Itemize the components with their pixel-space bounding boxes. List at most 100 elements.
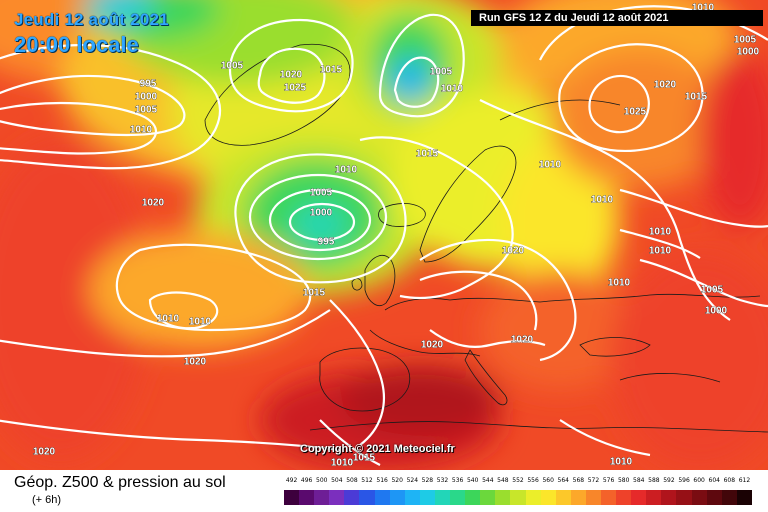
scale-label: 520 bbox=[391, 477, 403, 484]
legend-title: Géop. Z500 & pression au sol bbox=[14, 474, 226, 491]
scale-label: 524 bbox=[406, 477, 419, 484]
scale-label: 548 bbox=[497, 477, 509, 484]
isobar-label: 1015 bbox=[416, 149, 439, 160]
scale-swatch bbox=[585, 490, 601, 505]
isobar-label: 1010 bbox=[692, 3, 715, 14]
isobar-label: 1010 bbox=[441, 84, 464, 95]
scale-label: 540 bbox=[466, 477, 479, 484]
scale-swatch bbox=[706, 490, 722, 505]
color-scale-bar bbox=[284, 490, 752, 505]
scale-label: 552 bbox=[512, 477, 524, 484]
scale-swatch bbox=[555, 490, 571, 505]
isobar-label: 1010 bbox=[130, 125, 153, 136]
scale-swatch bbox=[691, 490, 707, 505]
scale-swatch bbox=[299, 490, 315, 505]
scale-label: 492 bbox=[285, 477, 298, 484]
scale-label: 564 bbox=[557, 477, 569, 484]
scale-label: 556 bbox=[527, 477, 539, 484]
legend-subtitle: (+ 6h) bbox=[32, 494, 62, 506]
scale-label: 516 bbox=[376, 477, 388, 484]
isobar-label: 1015 bbox=[353, 453, 376, 464]
copyright-notice: Copyright © 2021 Meteociel.fr bbox=[300, 443, 455, 455]
isobar-label: 1010 bbox=[539, 160, 562, 171]
isobar-label: 1025 bbox=[624, 107, 647, 118]
isobar-label: 1020 bbox=[654, 80, 677, 91]
isobar-labels: 1005 995 1000 1005 1010 1020 1020 1025 1015 1005 1… bbox=[33, 2, 760, 469]
isobar-label: 1005 bbox=[701, 285, 724, 296]
isobar-label: 1000 bbox=[705, 306, 728, 317]
scale-swatch bbox=[465, 490, 481, 505]
scale-label: 588 bbox=[648, 477, 660, 484]
scale-swatch bbox=[284, 490, 300, 505]
isobar-label: 1020 bbox=[280, 70, 303, 81]
scale-swatch bbox=[510, 490, 526, 505]
scale-swatch bbox=[434, 490, 451, 505]
isobar-label: 1005 bbox=[310, 188, 333, 199]
scale-label: 500 bbox=[316, 477, 328, 484]
scale-label: 612 bbox=[738, 477, 751, 484]
isobar-label: 1015 bbox=[303, 288, 326, 299]
isobar-label: 1015 bbox=[320, 65, 343, 76]
scale-label: 600 bbox=[693, 477, 705, 484]
scale-swatch bbox=[314, 490, 330, 505]
scale-label: 576 bbox=[602, 477, 615, 484]
scale-label: 496 bbox=[300, 477, 313, 484]
scale-label: 544 bbox=[482, 477, 494, 484]
geopotential-map: 1005 995 1000 1005 1010 1020 1020 1025 1015 1005 1… bbox=[0, 0, 768, 470]
model-run-info: Run GFS 12 Z du Jeudi 12 août 2021 bbox=[471, 10, 763, 26]
scale-swatch bbox=[676, 490, 692, 505]
scale-swatch bbox=[404, 490, 420, 505]
color-scale-labels: 492 496 500 504 508 512 516 520 524 528 532 536 540 5… bbox=[280, 477, 754, 487]
scale-swatch bbox=[450, 490, 466, 505]
scale-label: 512 bbox=[361, 477, 373, 484]
scale-label: 532 bbox=[436, 477, 449, 484]
isobar-label: 1000 bbox=[135, 92, 158, 103]
isobar-label: 1020 bbox=[502, 246, 525, 257]
scale-label: 572 bbox=[587, 477, 600, 484]
scale-swatch bbox=[329, 490, 345, 505]
scale-label: 580 bbox=[617, 477, 630, 484]
isobar-label: 1010 bbox=[610, 457, 633, 468]
scale-label: 604 bbox=[708, 477, 720, 484]
scale-swatch bbox=[736, 490, 752, 505]
scale-label: 508 bbox=[346, 477, 358, 484]
isobar-label: 1000 bbox=[310, 208, 333, 219]
isobar-label: 1010 bbox=[331, 458, 354, 469]
isobar-label: 1005 bbox=[221, 61, 244, 72]
isobar-label: 1010 bbox=[608, 278, 631, 289]
isobar-label: 1010 bbox=[649, 227, 672, 238]
isobar-label: 1010 bbox=[157, 314, 180, 325]
scale-swatch bbox=[359, 490, 375, 505]
isobar-label: 1020 bbox=[184, 357, 207, 368]
isobar-label: 1020 bbox=[142, 198, 165, 209]
isobar-label: 1005 bbox=[135, 105, 158, 116]
scale-swatch bbox=[374, 490, 390, 505]
coastlines-sharp bbox=[204, 43, 768, 433]
isobar-label: 1020 bbox=[511, 335, 534, 346]
isobar-label: 1010 bbox=[189, 317, 212, 328]
forecast-local-time: 20:00 locale bbox=[14, 32, 139, 57]
scale-label: 596 bbox=[678, 477, 690, 484]
scale-swatch bbox=[570, 490, 586, 505]
scale-swatch bbox=[600, 490, 617, 505]
isobar-label: 1010 bbox=[591, 195, 614, 206]
geopotential-field bbox=[0, 0, 768, 470]
scale-swatch bbox=[646, 490, 662, 505]
scale-label: 560 bbox=[542, 477, 554, 484]
scale-swatch bbox=[721, 490, 737, 505]
scale-swatch bbox=[525, 490, 541, 505]
isobar-label: 995 bbox=[318, 237, 335, 248]
scale-swatch bbox=[661, 490, 677, 505]
isobar-label: 1000 bbox=[737, 47, 760, 58]
scale-swatch bbox=[419, 490, 435, 505]
scale-swatch bbox=[495, 490, 511, 505]
isobar-label: 1025 bbox=[284, 83, 307, 94]
isobar-label: 995 bbox=[140, 79, 157, 90]
scale-label: 568 bbox=[572, 477, 585, 484]
scale-label: 504 bbox=[331, 477, 343, 484]
isobar-label: 1020 bbox=[33, 447, 56, 458]
scale-label: 584 bbox=[633, 477, 645, 484]
scale-label: 608 bbox=[723, 477, 736, 484]
isobar-label: 1010 bbox=[335, 165, 358, 176]
